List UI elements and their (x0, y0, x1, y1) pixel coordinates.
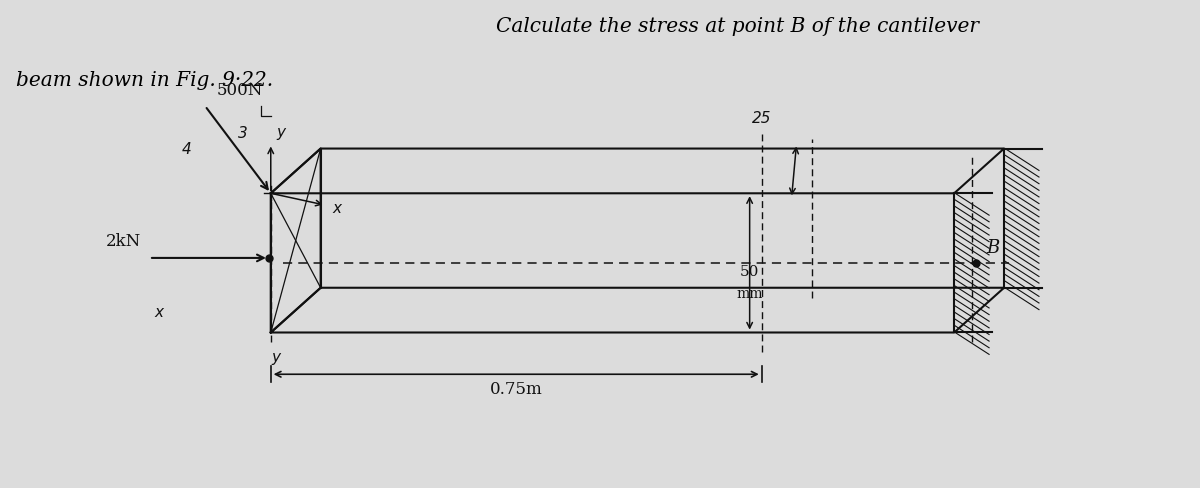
Text: 0.75m: 0.75m (490, 381, 542, 398)
Text: 500N: 500N (217, 82, 263, 99)
Text: x: x (332, 201, 342, 216)
Text: mm: mm (737, 287, 763, 301)
Text: B: B (986, 239, 1000, 257)
Text: 2kN: 2kN (106, 233, 142, 250)
Text: y: y (277, 124, 286, 140)
Text: 25: 25 (752, 111, 772, 126)
Text: Calculate the stress at point B of the cantilever: Calculate the stress at point B of the c… (496, 17, 979, 36)
Text: x: x (155, 305, 163, 320)
Text: 3: 3 (238, 126, 247, 141)
Text: 4: 4 (182, 142, 192, 157)
Text: beam shown in Fig. 9·22.: beam shown in Fig. 9·22. (17, 71, 274, 90)
Text: y: y (271, 350, 281, 366)
Text: 50: 50 (740, 265, 760, 279)
